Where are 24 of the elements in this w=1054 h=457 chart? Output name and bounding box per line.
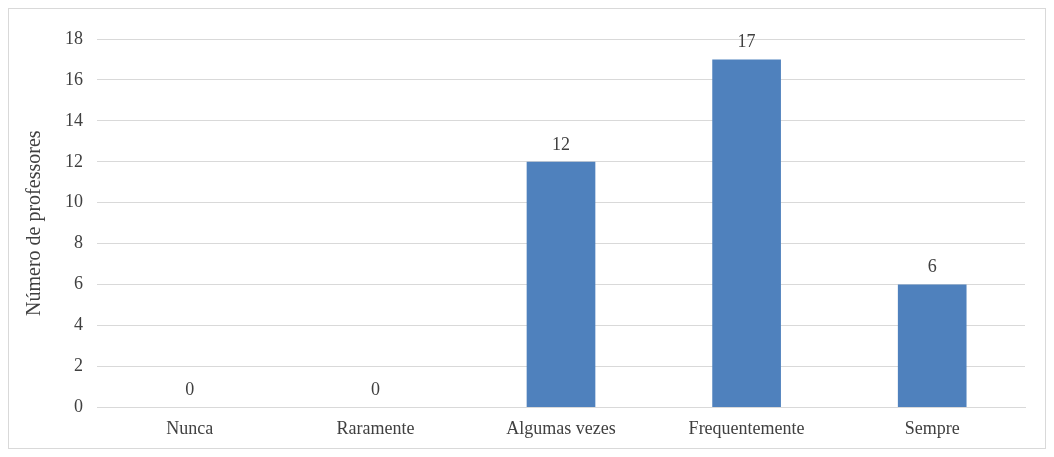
data-label: 0 (185, 379, 195, 400)
y-tick-label: 14 (65, 109, 83, 130)
bar (897, 284, 967, 407)
y-axis-title: Número de professores (22, 130, 46, 316)
y-tick-label: 10 (65, 191, 83, 212)
bar (712, 59, 781, 407)
y-tick-label: 12 (65, 150, 83, 171)
x-tick-label: Frequentemente (688, 417, 805, 438)
bar (526, 161, 596, 407)
x-tick-label: Sempre (904, 417, 960, 438)
x-tick-label: Raramente (336, 417, 415, 438)
data-label: 6 (927, 256, 937, 277)
y-tick-label: 2 (74, 355, 83, 376)
data-label: 0 (370, 379, 380, 400)
x-tick-label: Nunca (166, 417, 214, 438)
y-tick-label: 4 (74, 314, 83, 335)
y-tick-label: 18 (65, 27, 83, 48)
data-label: 12 (552, 133, 570, 154)
y-tick-label: 0 (74, 396, 83, 417)
y-tick-label: 6 (74, 273, 83, 294)
data-label: 17 (737, 31, 756, 52)
y-tick-label: 8 (74, 232, 83, 253)
y-tick-label: 16 (65, 68, 83, 89)
x-tick-label: Algumas vezes (506, 417, 616, 438)
